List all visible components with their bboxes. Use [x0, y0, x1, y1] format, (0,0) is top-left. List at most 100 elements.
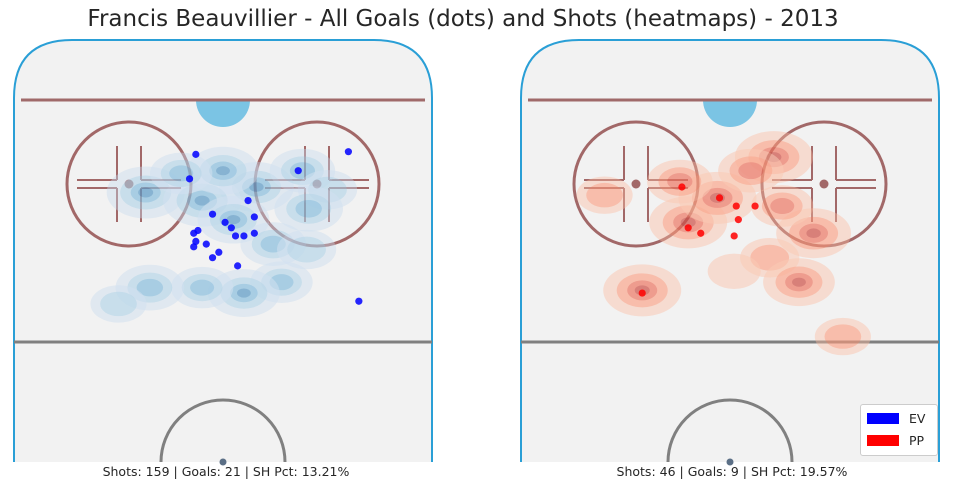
goal-point: [751, 202, 759, 210]
heat-contour: [269, 148, 336, 193]
rink-panel-left: [13, 39, 433, 466]
heat-contour: [120, 175, 172, 210]
goal-point: [344, 148, 352, 156]
heat-contour: [789, 216, 839, 250]
heat-contour: [740, 237, 800, 278]
goal-point: [190, 229, 198, 237]
goal-point: [684, 224, 692, 232]
heat-contour: [718, 148, 784, 193]
center-dot: [726, 458, 734, 466]
heat-contour: [308, 176, 347, 203]
caption-left: Shots: 159 | Goals: 21 | SH Pct: 13.21%: [102, 464, 350, 479]
heat-contour: [187, 146, 259, 195]
goal-point: [355, 297, 363, 305]
heat-contour: [260, 235, 286, 253]
heat-contour: [250, 261, 313, 303]
heat-contour: [770, 198, 795, 215]
heat-contour: [658, 167, 702, 196]
heat-contour: [242, 177, 271, 197]
heat-contour: [163, 174, 242, 227]
heat-contour: [792, 277, 806, 287]
faceoff-circle: [760, 120, 888, 248]
heat-contour: [647, 159, 713, 204]
center-circle: [159, 398, 287, 463]
heat-contour: [220, 277, 268, 309]
heat-contour: [799, 223, 828, 243]
heat-contour: [216, 166, 230, 176]
goal-point: [678, 183, 686, 191]
heat-contour: [586, 182, 623, 208]
goal-point: [208, 210, 217, 218]
heat-contour: [90, 285, 147, 323]
caption-right: Shots: 46 | Goals: 9 | SH Pct: 19.57%: [616, 464, 848, 479]
heat-contour: [219, 162, 294, 212]
chart-title: Francis Beauvillier - All Goals (dots) a…: [87, 6, 839, 32]
heat-contour: [751, 185, 814, 227]
heat-contour: [136, 278, 164, 297]
heat-contour: [286, 193, 332, 224]
heat-contour: [680, 217, 696, 228]
heat-contour: [287, 236, 326, 263]
heat-contour: [138, 187, 154, 198]
heat-contour: [707, 253, 761, 289]
heat-contour: [748, 140, 800, 175]
goal-point: [208, 254, 217, 262]
heat-contour: [106, 166, 185, 219]
rink-panel-right: [520, 39, 940, 466]
goal-point: [732, 202, 740, 210]
heat-contour: [249, 182, 264, 192]
heat-contour: [127, 272, 173, 303]
heat-contour: [100, 291, 137, 317]
goal-point: [190, 243, 198, 251]
heat-contour: [115, 264, 185, 311]
heat-contour: [209, 204, 257, 236]
heat-contour: [230, 283, 258, 303]
heat-contour: [176, 183, 228, 218]
faceoff-circle: [65, 120, 193, 248]
heat-contour: [734, 131, 813, 184]
heat-contour: [763, 258, 835, 307]
legend-swatch-ev: [867, 412, 899, 424]
heat-contour: [274, 185, 344, 232]
goal-point: [697, 229, 705, 237]
rink-boards: [13, 39, 433, 462]
legend-swatch-pp: [867, 434, 899, 446]
faceoff-dot: [124, 179, 134, 189]
legend-label-pp: PP: [909, 432, 925, 448]
heat-contour: [237, 288, 251, 298]
heat-contour: [251, 229, 295, 259]
heat-contour: [187, 190, 218, 211]
legend-item-ev: EV: [867, 409, 925, 427]
goal-point: [294, 167, 302, 175]
heat-contour: [130, 182, 161, 203]
heat-contour: [729, 156, 773, 185]
heat-contour: [289, 162, 316, 180]
goal-crease: [196, 100, 250, 127]
center-dot: [219, 458, 227, 466]
heat-contour: [785, 272, 813, 292]
heat-contour: [276, 229, 337, 270]
heat-contour: [181, 274, 223, 302]
goal-point: [215, 248, 223, 256]
goal-point: [715, 194, 724, 202]
goal-point: [244, 197, 252, 205]
goal-point: [730, 232, 738, 240]
heatmap: [90, 146, 358, 323]
goal-point: [227, 224, 235, 232]
heat-contour: [269, 274, 294, 291]
goal-point: [234, 262, 242, 270]
heat-contour: [766, 152, 782, 163]
heat-contour: [649, 196, 728, 249]
heat-contour: [281, 156, 324, 185]
heatmap: [576, 131, 871, 356]
goal-point: [638, 289, 646, 297]
goal-point: [192, 150, 200, 158]
faceoff-dot: [312, 179, 322, 189]
faceoff-circle: [253, 120, 381, 248]
goal-point: [734, 216, 742, 224]
goal-point: [185, 175, 194, 183]
heat-contour: [199, 155, 247, 187]
heat-contour: [170, 266, 234, 309]
goal-point: [192, 237, 200, 245]
